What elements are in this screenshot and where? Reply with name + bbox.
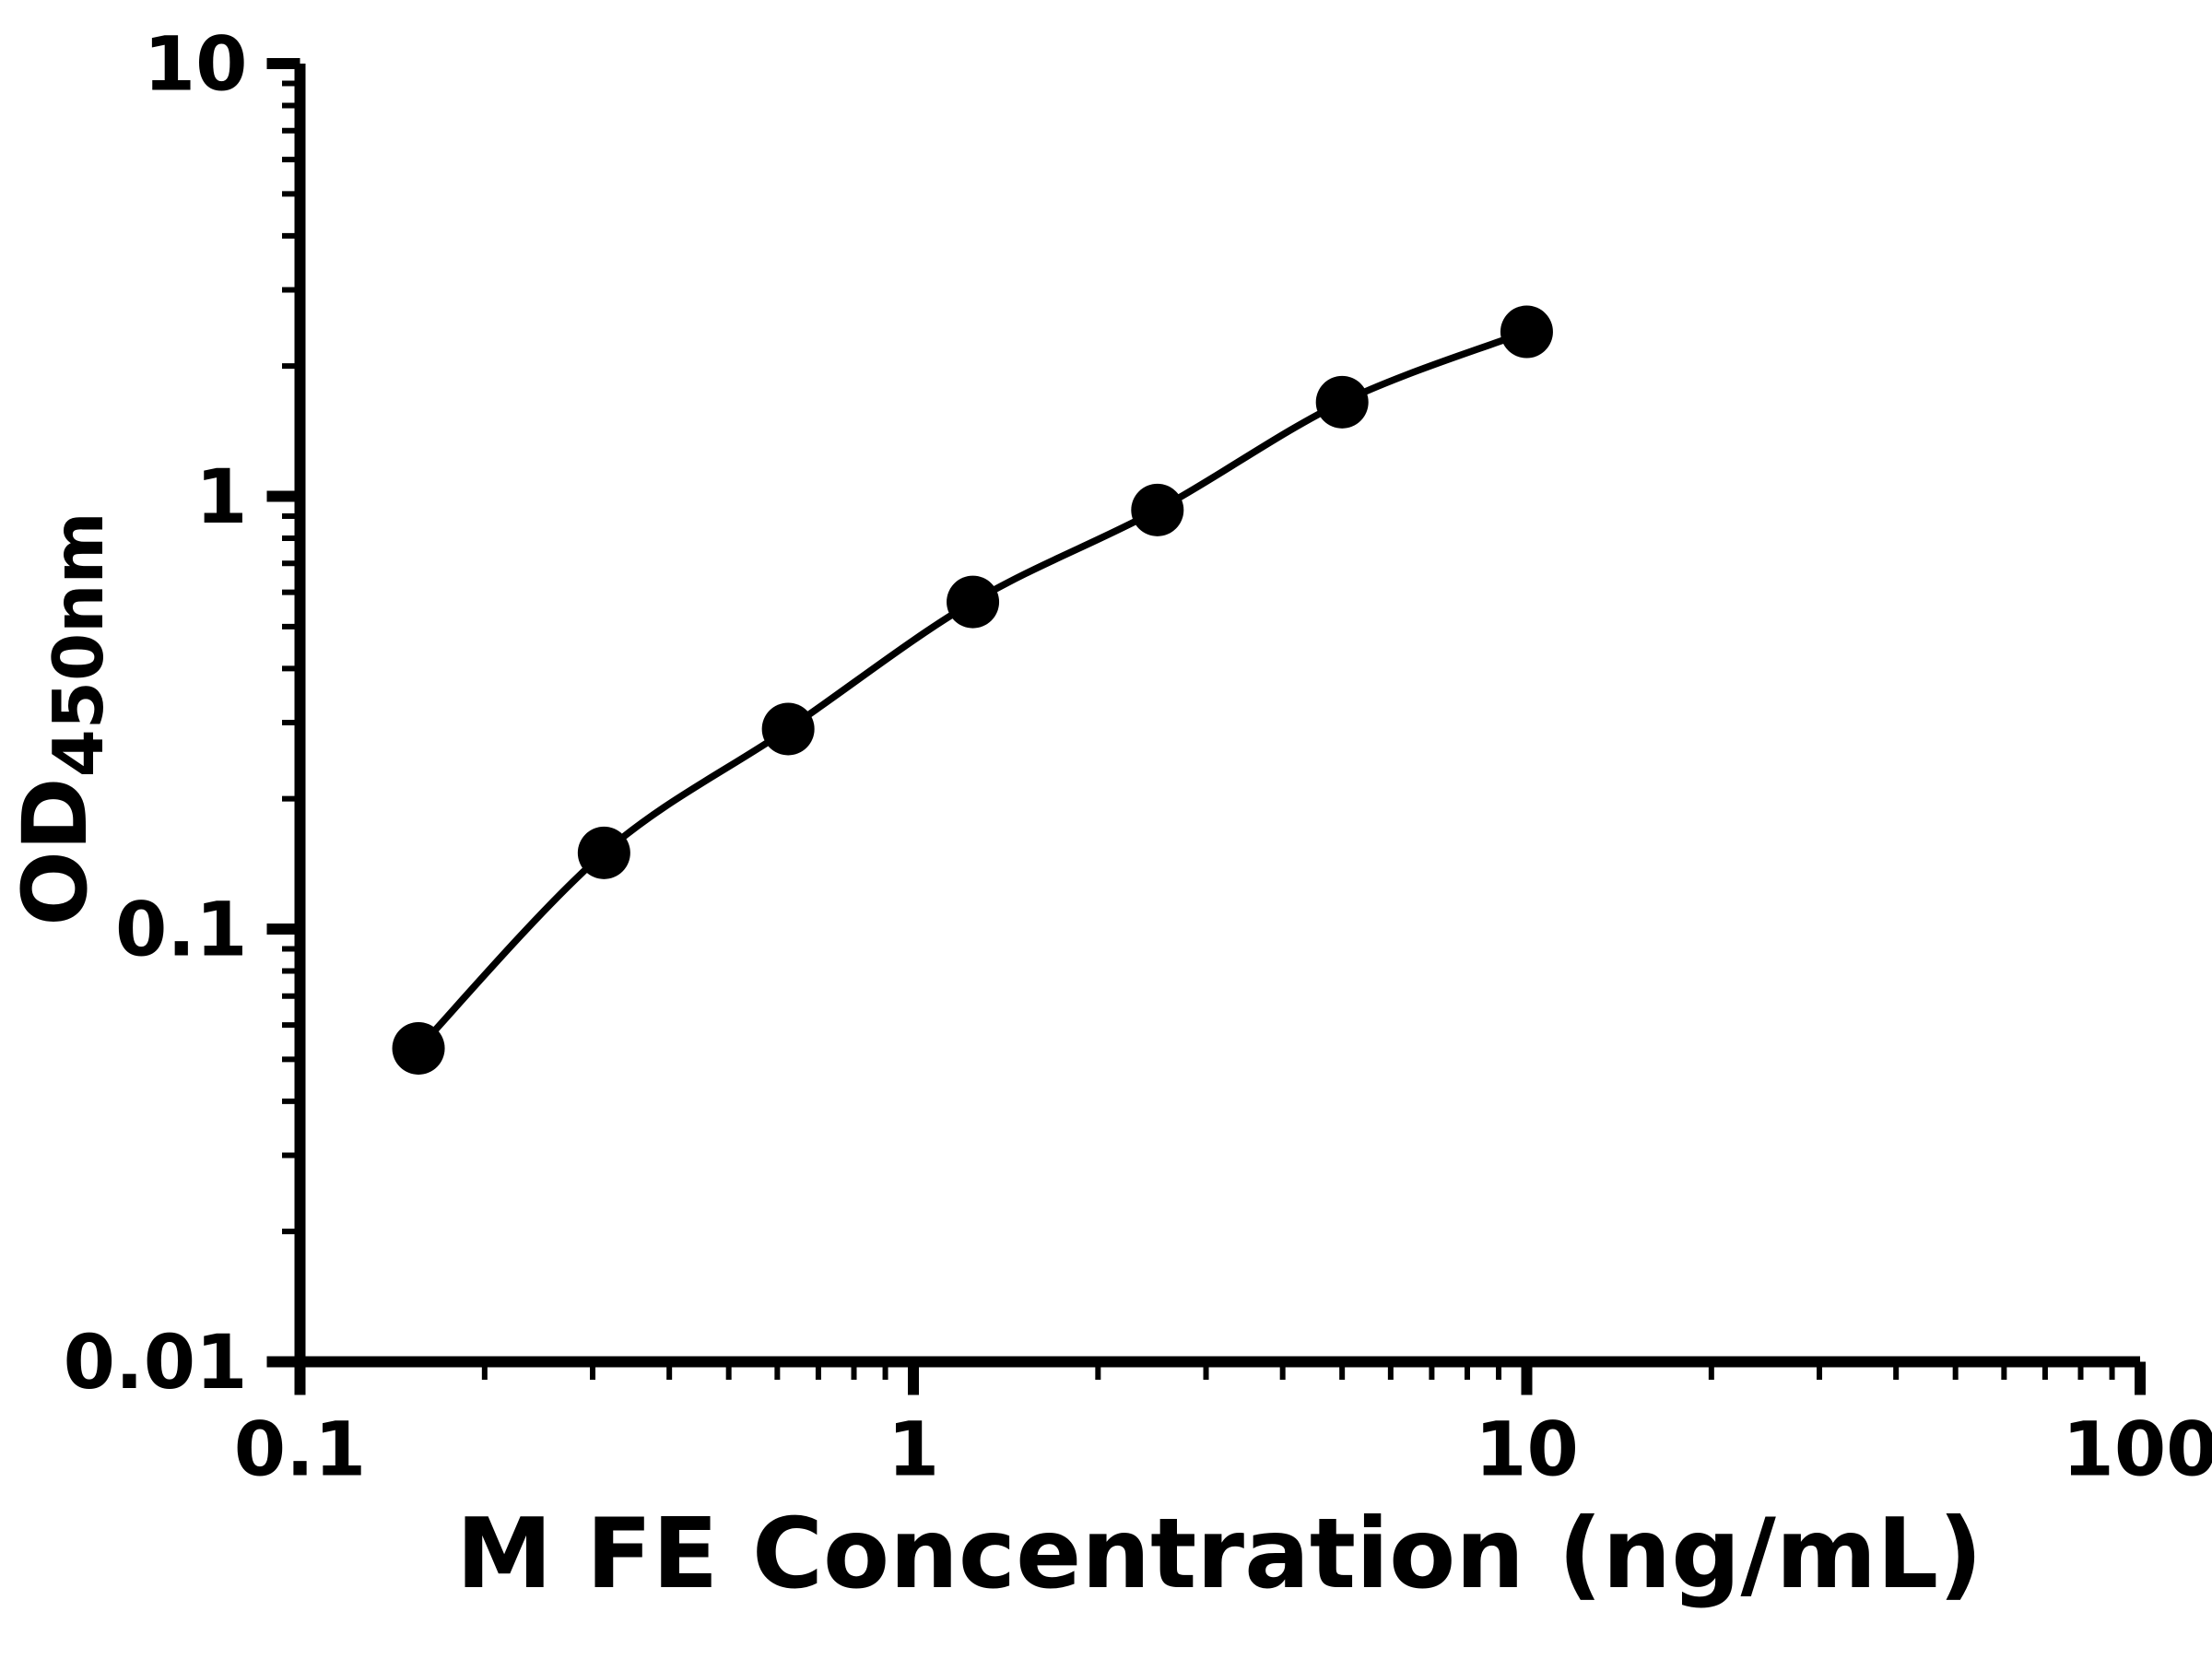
data-point-marker bbox=[1500, 305, 1553, 359]
data-point-marker bbox=[947, 575, 1000, 629]
y-tick-label: 1 bbox=[195, 454, 247, 541]
x-tick-label: 0.1 bbox=[234, 1407, 367, 1494]
y-tick-label: 0.01 bbox=[64, 1320, 248, 1406]
x-tick-label: 100 bbox=[2062, 1407, 2212, 1494]
x-tick-label: 1 bbox=[888, 1407, 939, 1494]
data-point-marker bbox=[761, 702, 815, 756]
y-tick-label: 10 bbox=[144, 22, 248, 109]
y-axis-title-subscript: 450nm bbox=[38, 512, 119, 777]
standard-curve-line bbox=[416, 328, 1528, 1052]
data-point-marker bbox=[1131, 483, 1184, 536]
y-tick-label: 0.1 bbox=[115, 888, 248, 974]
x-axis-title: M FE Concentration (ng/mL) bbox=[456, 1498, 1983, 1610]
y-axis-title-main: OD bbox=[4, 777, 107, 925]
y-axis-title: OD450nm bbox=[4, 512, 119, 925]
x-tick-label: 10 bbox=[1475, 1407, 1579, 1494]
data-point-marker bbox=[392, 1021, 445, 1075]
data-point-marker bbox=[577, 826, 630, 879]
data-point-marker bbox=[1315, 375, 1369, 429]
